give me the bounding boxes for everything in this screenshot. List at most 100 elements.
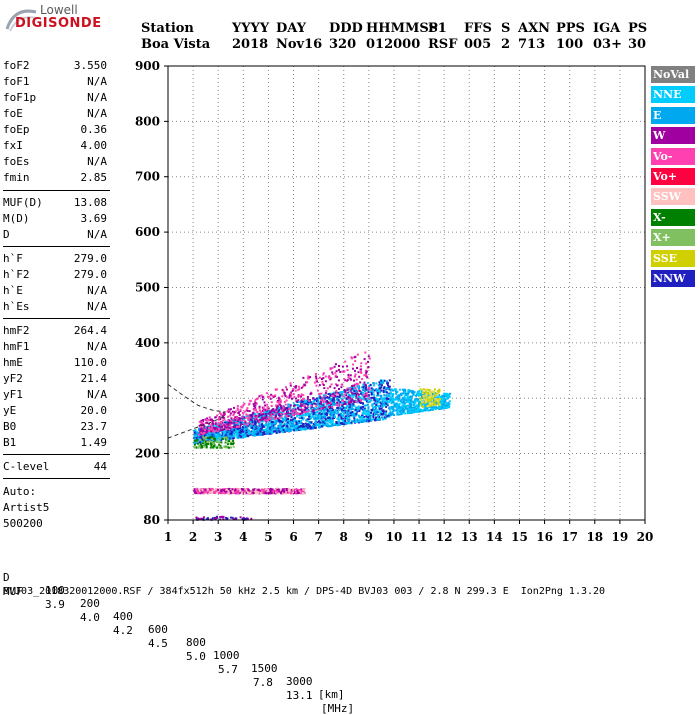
- echo-point: [429, 396, 431, 398]
- echo-point: [377, 416, 379, 418]
- echo-point: [242, 412, 244, 414]
- echo-point: [298, 388, 300, 390]
- echo-point: [291, 398, 293, 400]
- echo-point: [233, 434, 235, 436]
- echo-point: [287, 429, 289, 431]
- echo-point: [240, 409, 242, 411]
- echo-point: [286, 396, 288, 398]
- echo-point: [317, 390, 319, 392]
- echo-point: [295, 413, 297, 415]
- echo-point: [201, 447, 203, 449]
- echo-point: [336, 399, 338, 401]
- echo-point: [396, 407, 398, 409]
- echo-point: [371, 397, 373, 399]
- echo-point: [237, 409, 239, 411]
- echo-point: [379, 408, 381, 410]
- echo-point: [367, 389, 369, 391]
- echo-point: [349, 406, 351, 408]
- echo-point: [345, 415, 347, 417]
- echo-point: [275, 404, 277, 406]
- echo-point: [205, 419, 207, 421]
- echo-point: [317, 409, 319, 411]
- echo-point: [338, 369, 340, 371]
- echo-point: [315, 421, 317, 423]
- echo-point: [262, 396, 264, 398]
- echo-point: [329, 386, 331, 388]
- echo-point: [360, 365, 362, 367]
- echo-point: [245, 417, 247, 419]
- echo-point: [253, 403, 255, 405]
- echo-point: [361, 416, 363, 418]
- echo-point: [368, 355, 370, 357]
- echo-point: [386, 380, 388, 382]
- echo-point: [368, 420, 370, 422]
- echo-point: [344, 393, 346, 395]
- echo-point: [328, 406, 330, 408]
- echo-point: [319, 384, 321, 386]
- echo-point: [279, 401, 281, 403]
- echo-point: [373, 394, 375, 396]
- echo-point: [227, 443, 229, 445]
- echo-point: [392, 398, 394, 400]
- echo-point: [433, 393, 435, 395]
- echo-point: [313, 416, 315, 418]
- echo-point: [397, 404, 399, 406]
- echo-point: [323, 387, 325, 389]
- echo-point: [223, 489, 225, 491]
- echo-point: [449, 403, 451, 405]
- echo-point: [352, 411, 354, 413]
- echo-point: [290, 385, 292, 387]
- echo-point: [280, 413, 282, 415]
- echo-point: [216, 447, 218, 449]
- echo-point: [282, 406, 284, 408]
- echo-point: [338, 419, 340, 421]
- echo-point: [202, 490, 204, 492]
- echo-point: [305, 408, 307, 410]
- echo-point: [372, 382, 374, 384]
- echo-point: [328, 377, 330, 379]
- echo-point: [350, 422, 352, 424]
- echo-point: [393, 408, 395, 410]
- echo-point: [218, 418, 220, 420]
- echo-point: [224, 437, 226, 439]
- echo-point: [215, 490, 217, 492]
- echo-point: [419, 396, 421, 398]
- echo-point: [351, 357, 353, 359]
- echo-point: [206, 429, 208, 431]
- echo-point: [218, 444, 220, 446]
- echo-point: [296, 488, 298, 490]
- echo-point: [229, 427, 231, 429]
- echo-point: [371, 387, 373, 389]
- echo-point: [247, 492, 249, 494]
- echo-point: [213, 442, 215, 444]
- echo-point: [438, 401, 440, 403]
- echo-point: [405, 400, 407, 402]
- echo-point: [427, 398, 429, 400]
- echo-point: [285, 415, 287, 417]
- echo-point: [226, 447, 228, 449]
- echo-point: [362, 406, 364, 408]
- echo-point: [302, 398, 304, 400]
- echo-point: [352, 408, 354, 410]
- echo-point: [367, 414, 369, 416]
- echo-point: [362, 392, 364, 394]
- echo-point: [327, 409, 329, 411]
- echo-point: [200, 439, 202, 441]
- echo-point: [323, 397, 325, 399]
- echo-point: [369, 358, 371, 360]
- echo-point: [431, 398, 433, 400]
- echo-point: [371, 409, 373, 411]
- echo-point: [373, 385, 375, 387]
- echo-point: [319, 422, 321, 424]
- echo-point: [254, 407, 256, 409]
- echo-point: [295, 390, 297, 392]
- echo-point: [243, 404, 245, 406]
- echo-point: [246, 432, 248, 434]
- echo-point: [265, 488, 267, 490]
- echo-point: [289, 427, 291, 429]
- echo-point: [248, 422, 250, 424]
- echo-point: [228, 440, 230, 442]
- echo-point: [209, 416, 211, 418]
- echo-point: [271, 488, 273, 490]
- echo-point: [199, 441, 201, 443]
